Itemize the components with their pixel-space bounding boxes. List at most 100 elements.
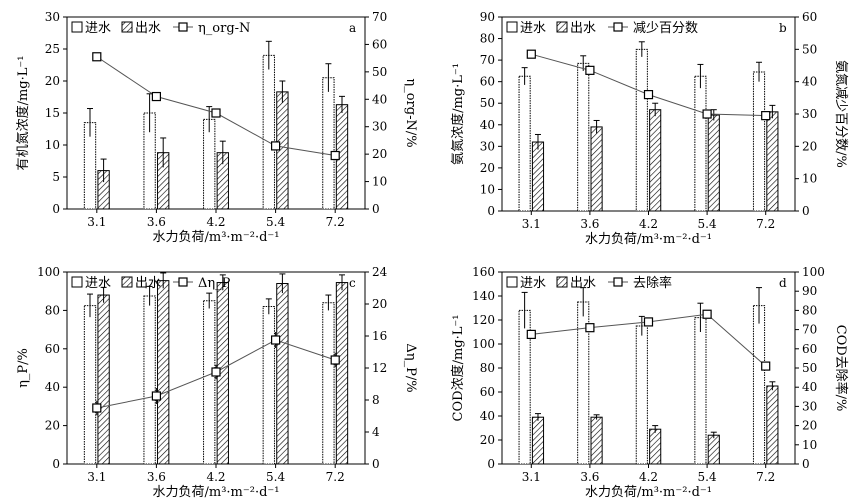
legend-label-effluent: 出水 — [570, 276, 596, 291]
rate-marker — [585, 65, 595, 75]
effluent-bar — [766, 385, 779, 465]
legend-label-rate: 减少百分数 — [633, 21, 698, 36]
left-tick-label: 80 — [480, 32, 495, 46]
x-tick-label: 4.2 — [206, 215, 225, 229]
left-tick-label: 100 — [472, 337, 495, 351]
left-tick-label: 20 — [480, 161, 495, 175]
x-axis-title: 水力负荷/m³·m⁻²·d⁻¹ — [153, 485, 280, 500]
x-axis-title: 水力负荷/m³·m⁻²·d⁻¹ — [585, 232, 712, 247]
rate-marker — [211, 108, 221, 118]
right-tick-label: 70 — [372, 10, 387, 24]
legend-marker — [613, 277, 623, 287]
rate-marker — [271, 335, 281, 345]
right-tick-label: 20 — [802, 139, 817, 153]
influent-bar — [635, 48, 648, 212]
influent-bar — [518, 75, 531, 212]
legend-swatch-influent — [71, 21, 83, 33]
right-tick-label: 4 — [372, 425, 380, 439]
rate-marker — [92, 52, 102, 62]
right-tick-label: 30 — [372, 120, 387, 134]
influent-bar — [694, 75, 707, 212]
right-tick-label: 20 — [372, 147, 387, 161]
left-tick-label: 80 — [480, 361, 495, 375]
left-tick-label: 40 — [45, 380, 60, 394]
rate-marker — [702, 309, 712, 319]
y-axis-title: 氨氮浓度/mg·L⁻¹ — [450, 63, 466, 165]
right-tick-label: 40 — [802, 380, 817, 394]
effluent-bar — [590, 126, 603, 212]
rate-line — [96, 56, 336, 157]
effluent-bar — [335, 282, 349, 465]
rate-marker — [151, 391, 161, 401]
y2-axis-title: Δη_P/% — [403, 343, 418, 392]
right-tick-label: 50 — [802, 361, 817, 375]
left-tick-label: 60 — [480, 385, 495, 399]
x-tick-label: 4.2 — [639, 217, 658, 231]
effluent-bar — [531, 141, 545, 212]
influent-bar — [752, 71, 766, 212]
x-axis-title: 水力负荷/m³·m⁻²·d⁻¹ — [585, 485, 712, 500]
legend-marker — [613, 22, 623, 32]
rate-marker — [643, 317, 654, 327]
left-tick-label: 60 — [45, 342, 60, 356]
right-tick-label: 20 — [372, 297, 387, 311]
right-tick-label: 8 — [372, 393, 380, 407]
right-tick-label: 70 — [802, 323, 817, 337]
legend-swatch-effluent — [121, 21, 133, 33]
x-tick-label: 5.4 — [698, 217, 717, 231]
chart-panel-a: 0 5 10 15 20 25 30 0 10 20 30 40 50 60 70 3.1 3.6 4.2 5.4 7… — [15, 10, 418, 245]
right-tick-label: 0 — [802, 457, 810, 471]
influent-bar — [752, 305, 766, 465]
legend-label-effluent: 出水 — [135, 21, 161, 36]
right-tick-label: 10 — [372, 175, 387, 189]
influent-bar — [262, 306, 275, 465]
legend-swatch-effluent — [556, 21, 568, 33]
effluent-bar — [531, 416, 545, 465]
right-tick-label: 0 — [372, 457, 380, 471]
y-axis-title: 有机氮浓度/mg·L⁻¹ — [15, 56, 31, 171]
x-tick-label: 5.4 — [266, 215, 285, 229]
left-tick-label: 20 — [480, 433, 495, 447]
left-tick-label: 140 — [472, 289, 495, 303]
legend-marker — [178, 22, 188, 32]
right-tick-label: 60 — [802, 10, 817, 24]
rate-marker — [92, 403, 102, 413]
left-tick-label: 5 — [52, 170, 60, 184]
right-tick-label: 10 — [802, 172, 817, 186]
right-tick-label: 80 — [802, 303, 817, 317]
right-tick-label: 10 — [802, 438, 817, 452]
right-tick-label: 60 — [372, 37, 387, 51]
influent-bar — [322, 302, 335, 465]
right-tick-label: 60 — [802, 342, 817, 356]
left-tick-label: 15 — [45, 106, 60, 120]
y2-axis-title: COD去除率/% — [833, 325, 849, 412]
legend-swatch-influent — [71, 276, 83, 288]
x-tick-label: 3.6 — [147, 215, 166, 229]
left-tick-label: 70 — [480, 53, 495, 67]
chart-panel-d: 0 20 40 60 80 100 120 140 160 0 10 20 30 40 50 60 70 80 90… — [450, 265, 849, 500]
effluent-bar — [766, 111, 779, 212]
effluent-bar — [590, 416, 603, 465]
x-tick-label: 7.2 — [326, 470, 345, 484]
left-tick-label: 0 — [487, 457, 495, 471]
left-tick-label: 80 — [45, 303, 60, 317]
right-tick-label: 24 — [372, 265, 388, 279]
x-tick-label: 7.2 — [756, 217, 775, 231]
rate-marker — [526, 49, 536, 59]
effluent-bar — [157, 280, 170, 465]
legend-swatch-effluent — [556, 276, 568, 288]
influent-bar — [694, 317, 707, 465]
legend-label-influent: 进水 — [85, 21, 111, 36]
legend-label-effluent: 出水 — [135, 276, 161, 291]
left-tick-label: 120 — [472, 313, 495, 327]
left-tick-label: 10 — [45, 138, 60, 152]
rate-marker — [330, 355, 340, 365]
influent-bar — [203, 300, 216, 465]
right-tick-label: 30 — [802, 107, 817, 121]
legend-swatch-influent — [506, 276, 518, 288]
left-tick-label: 0 — [52, 202, 60, 216]
x-tick-label: 3.1 — [87, 215, 106, 229]
legend-marker — [178, 277, 188, 287]
influent-bar — [635, 325, 648, 465]
legend-label-rate: Δη_P — [198, 276, 231, 291]
